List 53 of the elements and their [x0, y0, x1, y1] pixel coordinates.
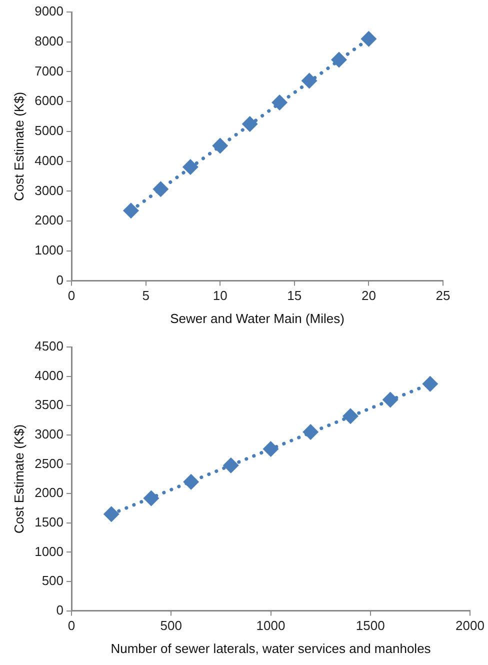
point	[382, 392, 398, 408]
y-tick-label: 8000	[34, 33, 64, 48]
x-tick-label: 500	[160, 618, 182, 634]
y-tick-label: 3500	[34, 397, 64, 412]
point	[122, 202, 139, 219]
point	[301, 72, 318, 89]
x-tick-label: 2000	[456, 618, 484, 634]
x-tick-label: 20	[361, 288, 376, 304]
point	[222, 457, 239, 474]
y-tick-label: 9000	[34, 4, 64, 19]
x-tick-label: 0	[68, 618, 76, 634]
y-tick-label: 1500	[34, 514, 64, 530]
point	[302, 424, 319, 440]
x-tick-label: 25	[436, 288, 450, 304]
y-tick-label: 3000	[34, 426, 64, 442]
y-tick-label: 4500	[34, 338, 64, 354]
y-tick-label: 3000	[34, 182, 64, 198]
point	[183, 474, 200, 490]
y-tick-label: 4000	[34, 152, 64, 168]
x-tick-label: 10	[212, 288, 228, 304]
x-axis-title: Number of sewer laterals, water services and manholes	[110, 640, 432, 656]
x-tick-label: 1500	[356, 618, 385, 634]
y-tick-label: 4000	[34, 368, 64, 383]
point	[342, 408, 358, 424]
y-tick-label: 2000	[34, 485, 64, 500]
point	[103, 506, 120, 522]
y-tick-label: 5000	[34, 123, 64, 138]
point	[272, 94, 288, 110]
x-tick-label: 15	[287, 288, 302, 304]
y-tick-label: 0	[56, 602, 64, 618]
point	[212, 138, 228, 154]
y-tick-label: 0	[56, 272, 64, 288]
y-tick-label: 7000	[34, 63, 64, 78]
point	[152, 181, 169, 198]
point	[182, 159, 198, 176]
y-tick-label: 500	[42, 573, 64, 588]
y-tick-label: 6000	[34, 93, 64, 108]
y-tick-label: 2000	[34, 212, 64, 228]
point	[242, 116, 258, 132]
y-axis-title: Cost Estimate (K$)	[11, 424, 26, 534]
point	[143, 490, 160, 506]
point	[360, 30, 377, 47]
x-axis-title: Sewer and Water Main (Miles)	[170, 310, 344, 326]
point	[262, 441, 279, 458]
y-axis-title: Cost Estimate (K$)	[11, 92, 26, 201]
x-tick-label: 0	[68, 288, 76, 304]
y-tick-label: 2500	[34, 456, 64, 471]
x-tick-label: 5	[142, 288, 150, 304]
y-tick-label: 1000	[34, 242, 64, 258]
y-tick-label: 1000	[34, 544, 64, 559]
point	[422, 376, 438, 392]
point	[330, 52, 347, 68]
x-tick-label: 1000	[256, 618, 286, 634]
